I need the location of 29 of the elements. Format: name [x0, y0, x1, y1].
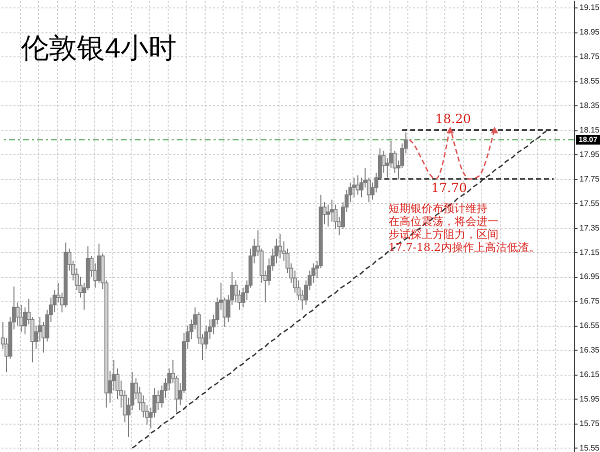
candlestick: [356, 174, 360, 196]
line-series: [132, 130, 548, 449]
y-tick-label: 15.95: [580, 394, 600, 404]
y-tick-label: 18.15: [580, 126, 600, 134]
candlestick: [156, 390, 160, 411]
annotation: 17.70: [431, 180, 468, 196]
y-tick-label: 19.15: [580, 3, 600, 12]
y-tick-label: 16.55: [580, 321, 600, 330]
y-tick-label: 16.35: [580, 346, 600, 355]
text: 伦敦银4小时: [20, 32, 177, 64]
y-tick-label: 18.55: [580, 76, 600, 86]
y-tick-label: 15.75: [580, 418, 600, 428]
y-tick-label: 17.75: [580, 174, 600, 184]
y-tick-label: 18.35: [580, 101, 600, 110]
y-tick-label: 17.55: [580, 198, 600, 208]
y-tick-label: 17.35: [580, 223, 600, 232]
candlestick: [330, 199, 334, 222]
y-tick-label: 18.95: [580, 28, 600, 37]
y-tick-label: 17.95: [580, 150, 600, 159]
candlestick: [352, 177, 356, 198]
y-tick-label: 18.75: [580, 52, 600, 62]
annotation: 18.20: [435, 111, 472, 126]
candlestick: [19, 304, 24, 332]
y-tick-label: 16.15: [580, 370, 600, 380]
y-tick-label: 16.95: [580, 272, 600, 282]
y-tick-label: 17.15: [580, 248, 600, 257]
y-tick-label: 15.55: [580, 443, 600, 452]
candlestick: [278, 233, 282, 259]
y-tick-label: 16.75: [580, 296, 600, 306]
